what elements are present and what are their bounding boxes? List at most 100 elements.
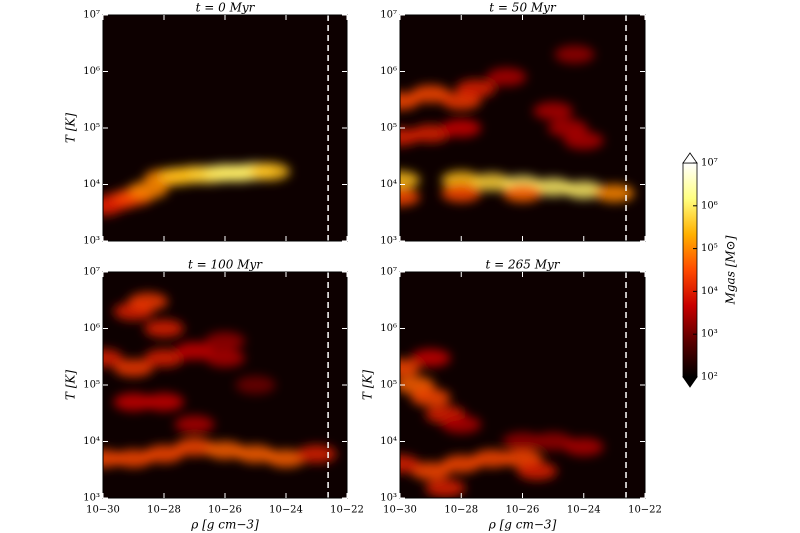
mass-cell (410, 388, 451, 407)
colorbar-tick-label: 10⁴ (701, 286, 718, 297)
x-tick-label: 10−28 (147, 505, 181, 516)
mass-cell (410, 124, 451, 143)
colorbar-tick-label: 10³ (701, 329, 718, 340)
colorbar-label: Mgas [M⊙] (724, 235, 738, 305)
mass-cell (471, 449, 512, 468)
x-tick-label: 10−24 (269, 505, 303, 516)
colorbar-tick-label: 10⁶ (701, 200, 718, 211)
panel-title: t = 50 Myr (489, 1, 557, 15)
mass-cell (174, 341, 215, 360)
mass-cell (517, 462, 558, 481)
mass-cell (250, 162, 291, 181)
colorbar-tick-label: 10² (701, 372, 718, 383)
mass-cell (471, 173, 512, 192)
mass-cell (441, 119, 482, 137)
mass-cell (266, 449, 306, 468)
plot-background (103, 15, 347, 241)
mass-cell (410, 462, 451, 481)
mass-cell (205, 332, 245, 351)
y-tick-label: 10³ (83, 493, 100, 504)
mass-cell (502, 184, 543, 203)
mass-cell (410, 84, 451, 103)
y-tick-label: 10⁵ (83, 123, 100, 134)
y-tick-label: 10⁷ (83, 10, 100, 21)
mass-cell (554, 45, 595, 64)
colorbar-body (682, 162, 698, 378)
mass-cell (502, 432, 543, 451)
mass-cell (205, 441, 245, 460)
mass-cell (441, 415, 482, 434)
mass-cell (144, 319, 184, 338)
mass-cell (533, 101, 574, 120)
y-tick-label: 10⁵ (83, 380, 100, 391)
y-axis-label: T [K] (361, 370, 375, 400)
mass-cell (144, 393, 184, 412)
mass-cell (563, 437, 604, 456)
mass-cell (455, 79, 496, 98)
y-tick-label: 10⁴ (380, 179, 397, 190)
mass-cell (563, 131, 604, 150)
panel-title: t = 100 Myr (188, 258, 263, 272)
mass-cell (410, 349, 451, 368)
x-tick-label: 10−26 (208, 505, 242, 516)
x-tick-label: 10−28 (444, 505, 478, 516)
y-tick-label: 10⁷ (380, 10, 397, 21)
mass-cell (235, 445, 276, 464)
x-tick-label: 10−30 (86, 505, 120, 516)
mass-cell (441, 184, 482, 203)
mass-cell (128, 292, 169, 311)
y-tick-label: 10⁷ (83, 267, 100, 278)
mass-cell (425, 479, 466, 498)
y-tick-label: 10⁶ (380, 323, 397, 334)
x-axis-label: ρ [g cm−3] (190, 518, 259, 532)
y-tick-label: 10⁴ (83, 179, 100, 190)
y-tick-label: 10⁴ (83, 436, 100, 447)
x-tick-label: 10−30 (383, 505, 417, 516)
panel-title: t = 265 Myr (485, 258, 560, 272)
mass-cell (441, 171, 482, 190)
y-tick-label: 10³ (380, 493, 397, 504)
mass-cell (533, 432, 574, 451)
mass-cell (113, 393, 154, 412)
mass-cell (144, 349, 184, 368)
y-axis-label: T [K] (64, 370, 78, 400)
mass-cell (400, 454, 420, 473)
x-axis-label: ρ [g cm−3] (488, 518, 557, 532)
heatmap (400, 349, 604, 498)
colorbar-tick-label: 10⁵ (701, 243, 718, 254)
y-tick-label: 10⁶ (380, 66, 397, 77)
mass-cell (205, 349, 245, 368)
mass-cell (174, 415, 215, 434)
panel-title: t = 0 Myr (196, 1, 256, 15)
mass-cell (533, 178, 574, 197)
y-tick-label: 10⁷ (380, 267, 397, 278)
heatmap (103, 292, 337, 468)
y-tick-label: 10⁴ (380, 436, 397, 447)
mass-cell (486, 67, 527, 86)
heatmap (400, 45, 635, 207)
y-tick-label: 10⁶ (83, 323, 100, 334)
x-tick-label: 10−22 (330, 505, 364, 516)
y-tick-label: 10⁶ (83, 66, 100, 77)
y-tick-label: 10³ (380, 236, 397, 247)
x-tick-label: 10−22 (628, 505, 662, 516)
mass-cell (400, 188, 420, 207)
y-tick-label: 10⁵ (380, 380, 397, 391)
mass-cell (563, 180, 604, 199)
y-tick-label: 10⁵ (380, 123, 397, 134)
colorbar-tick-label: 10⁷ (701, 158, 718, 169)
mass-cell (174, 437, 215, 456)
mass-cell (113, 449, 154, 468)
x-tick-label: 10−26 (506, 505, 540, 516)
y-tick-label: 10³ (83, 236, 100, 247)
mass-cell (296, 445, 337, 464)
extend-top (682, 152, 698, 164)
extend-bottom (682, 376, 698, 388)
y-axis-label: T [K] (64, 113, 78, 143)
mass-cell (441, 454, 482, 473)
mass-cell (235, 376, 276, 394)
mass-cell (594, 184, 635, 203)
x-tick-label: 10−24 (567, 505, 601, 516)
mass-cell (113, 358, 154, 377)
